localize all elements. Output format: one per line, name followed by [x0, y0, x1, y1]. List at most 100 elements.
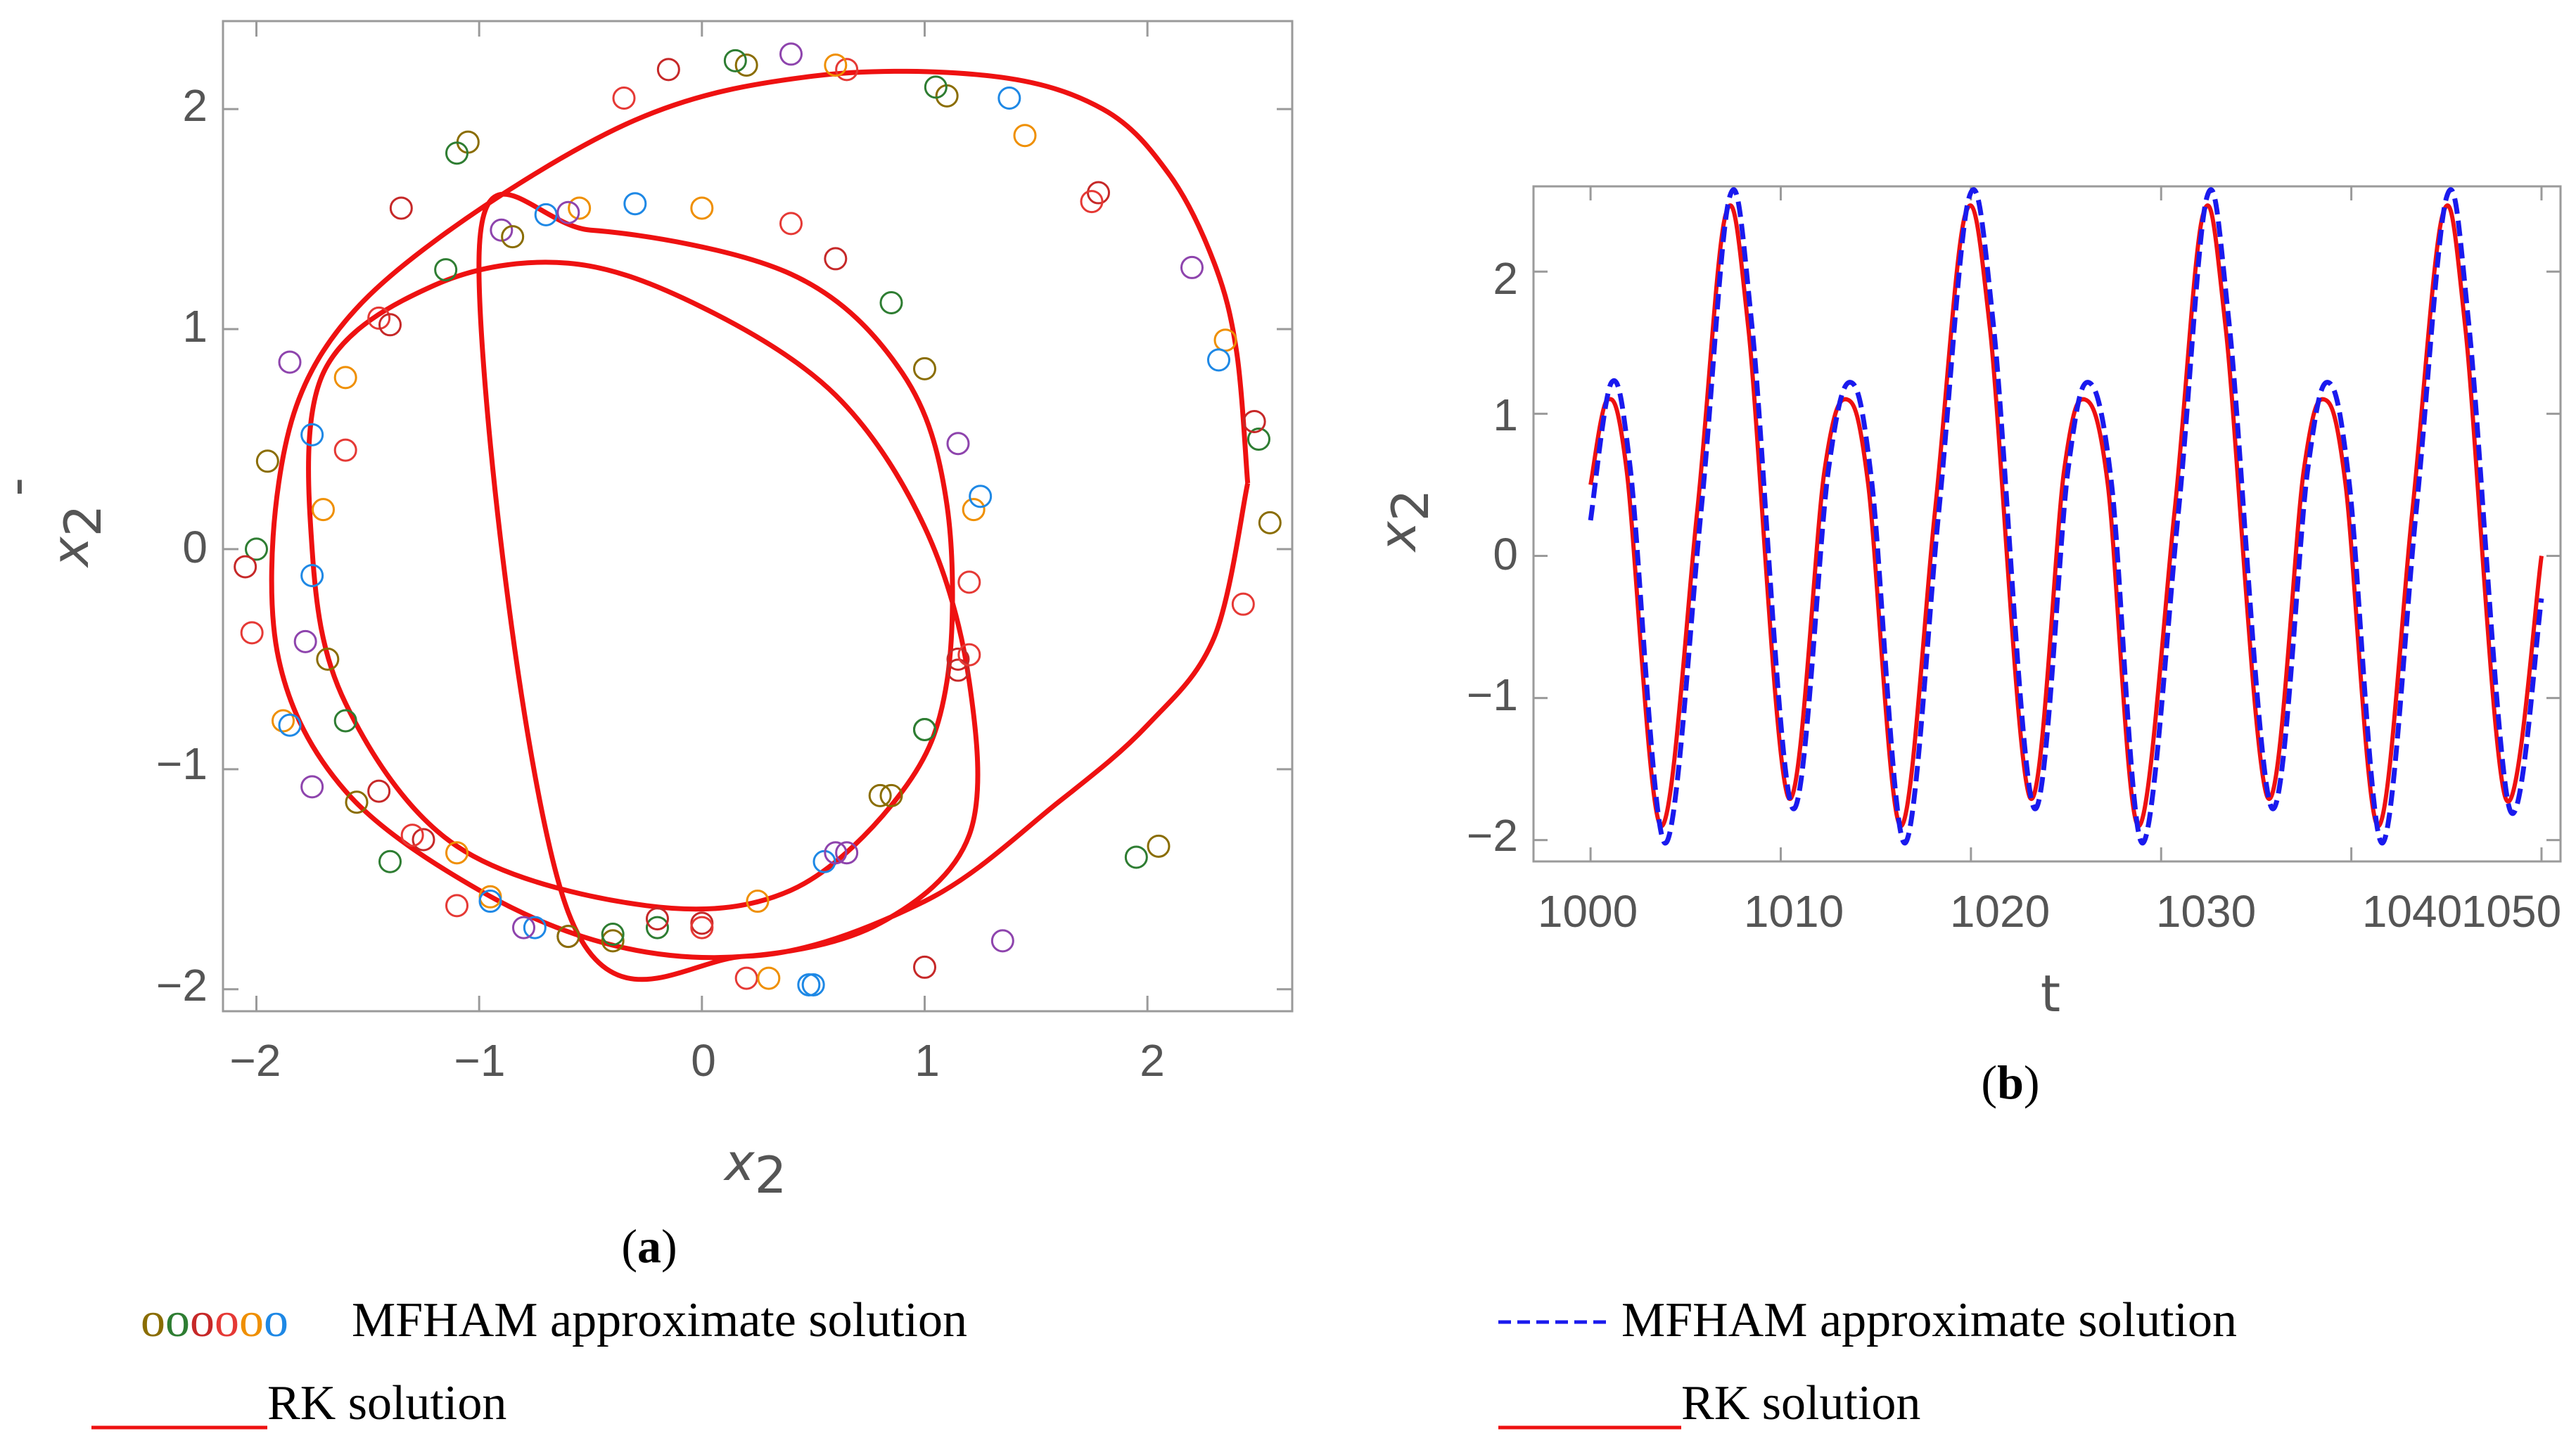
panel-a-y-axis-label: x2: [41, 505, 113, 568]
approx-point: [835, 58, 859, 82]
panel-a-xtick-label: −2: [230, 1035, 281, 1086]
approx-point: [734, 966, 758, 990]
legend-right-rk-label: RK solution: [1681, 1376, 1920, 1430]
panel-b-xtick-label: 1040: [2362, 886, 2462, 937]
legend-marker-glyph: o: [141, 1293, 165, 1347]
approx-point: [913, 955, 936, 979]
panel-b-ytick-label: 2: [1493, 253, 1518, 304]
svg-text:x2: x2: [41, 505, 113, 568]
approx-point: [1124, 845, 1148, 869]
legend-right-approx-label: MFHAM approximate solution: [1621, 1293, 2237, 1347]
panel-a-xtick-label: −1: [454, 1035, 506, 1086]
panel-b-ytick-label: −2: [1467, 810, 1518, 861]
approx-point: [456, 130, 480, 154]
approx-point: [946, 647, 970, 671]
approx-point: [734, 53, 758, 77]
approx-point: [412, 828, 435, 852]
approx-point: [300, 775, 324, 799]
panel-a-ytick-label: −2: [156, 960, 208, 1011]
panel-b-ticks: [1534, 186, 2561, 861]
panel-b-xtick-label: 1020: [1950, 886, 2050, 937]
approx-point: [278, 713, 302, 737]
panel-a-frame: [222, 20, 1294, 1013]
approx-point: [924, 75, 948, 99]
approx-point: [300, 423, 324, 447]
approx-point: [835, 841, 859, 865]
approx-point: [445, 141, 468, 165]
approx-point: [913, 718, 936, 742]
approx-point: [946, 432, 970, 456]
panel-a-rk-curve: [269, 68, 1251, 982]
approx-point: [646, 907, 669, 931]
approx-point: [962, 498, 986, 522]
approx-point: [1258, 511, 1282, 534]
approx-point: [400, 823, 424, 847]
panel-b: 1000 1010 1020 1030 1040 1050 −2 −1 0 1 …: [1368, 185, 2562, 1109]
approx-point: [523, 916, 547, 939]
approx-point: [690, 196, 714, 220]
panel-a-ytick-label: −1: [156, 738, 208, 789]
approx-point: [367, 306, 391, 330]
panel-b-ytick-label: 0: [1493, 529, 1518, 579]
approx-point: [1231, 592, 1255, 616]
panel-b-ytick-label: 1: [1493, 390, 1518, 440]
approx-point: [445, 894, 468, 918]
approx-point: [824, 53, 848, 77]
approx-time-series: [1588, 187, 2544, 846]
approx-point: [255, 449, 279, 473]
panel-b-x-axis-label: t: [2041, 964, 2060, 1023]
panel-b-caption: (b): [1981, 1056, 2039, 1109]
approx-point: [293, 629, 317, 653]
legend-marker-glyph: o: [190, 1293, 215, 1347]
approx-point: [278, 350, 302, 374]
approx-point: [601, 929, 625, 953]
approx-point: [245, 537, 268, 561]
panel-a-approx-points: [234, 42, 1282, 996]
panel-a-caption: (a): [621, 1219, 677, 1273]
legend-marker-glyph: o: [215, 1293, 239, 1347]
approx-point: [272, 709, 295, 733]
approx-point: [556, 925, 580, 949]
approx-point: [801, 973, 825, 996]
approx-point: [779, 212, 803, 236]
approx-point: [501, 225, 525, 249]
approx-point: [757, 966, 781, 990]
approx-point: [990, 929, 1014, 953]
legend-left-markers: oooooo: [141, 1293, 288, 1347]
panel-b-y-axis-label: x2: [1368, 489, 1440, 553]
approx-point: [316, 647, 340, 671]
approx-point: [1242, 409, 1266, 433]
svg-text:x2: x2: [1368, 489, 1440, 553]
approx-point: [690, 916, 714, 939]
approx-point: [797, 973, 821, 996]
approx-point: [824, 841, 848, 865]
approx-point: [434, 258, 458, 282]
legend-right: MFHAM approximate solution RK solution: [1498, 1293, 2237, 1430]
approx-point: [568, 196, 592, 220]
approx-point: [690, 911, 714, 935]
approx-point: [478, 890, 502, 913]
approx-point: [969, 485, 993, 508]
approx-point: [240, 621, 264, 645]
approx-point: [1247, 427, 1270, 451]
approx-point: [957, 570, 981, 594]
approx-point: [1180, 255, 1204, 279]
approx-point: [1080, 190, 1104, 214]
panel-a-xtick-label: 0: [691, 1035, 716, 1086]
panel-a-y-axis-prime: ': [13, 470, 27, 529]
rk-trajectory: [269, 68, 1251, 982]
approx-point: [868, 783, 892, 807]
panel-a-xtick-label: 2: [1140, 1035, 1165, 1086]
panel-a-ytick-label: 0: [182, 522, 208, 572]
legend-marker-glyph: o: [239, 1293, 264, 1347]
panel-a-ytick-label: 2: [182, 80, 208, 131]
panel-a-x-axis-label: x2: [723, 1133, 786, 1205]
panel-b-ytick-label: −1: [1467, 669, 1518, 720]
approx-point: [913, 357, 936, 380]
approx-point: [612, 86, 636, 110]
approx-point: [490, 218, 514, 242]
approx-point: [957, 643, 981, 667]
legend-left: oooooo MFHAM approximate solution RK sol…: [91, 1293, 967, 1430]
approx-point: [656, 58, 680, 82]
